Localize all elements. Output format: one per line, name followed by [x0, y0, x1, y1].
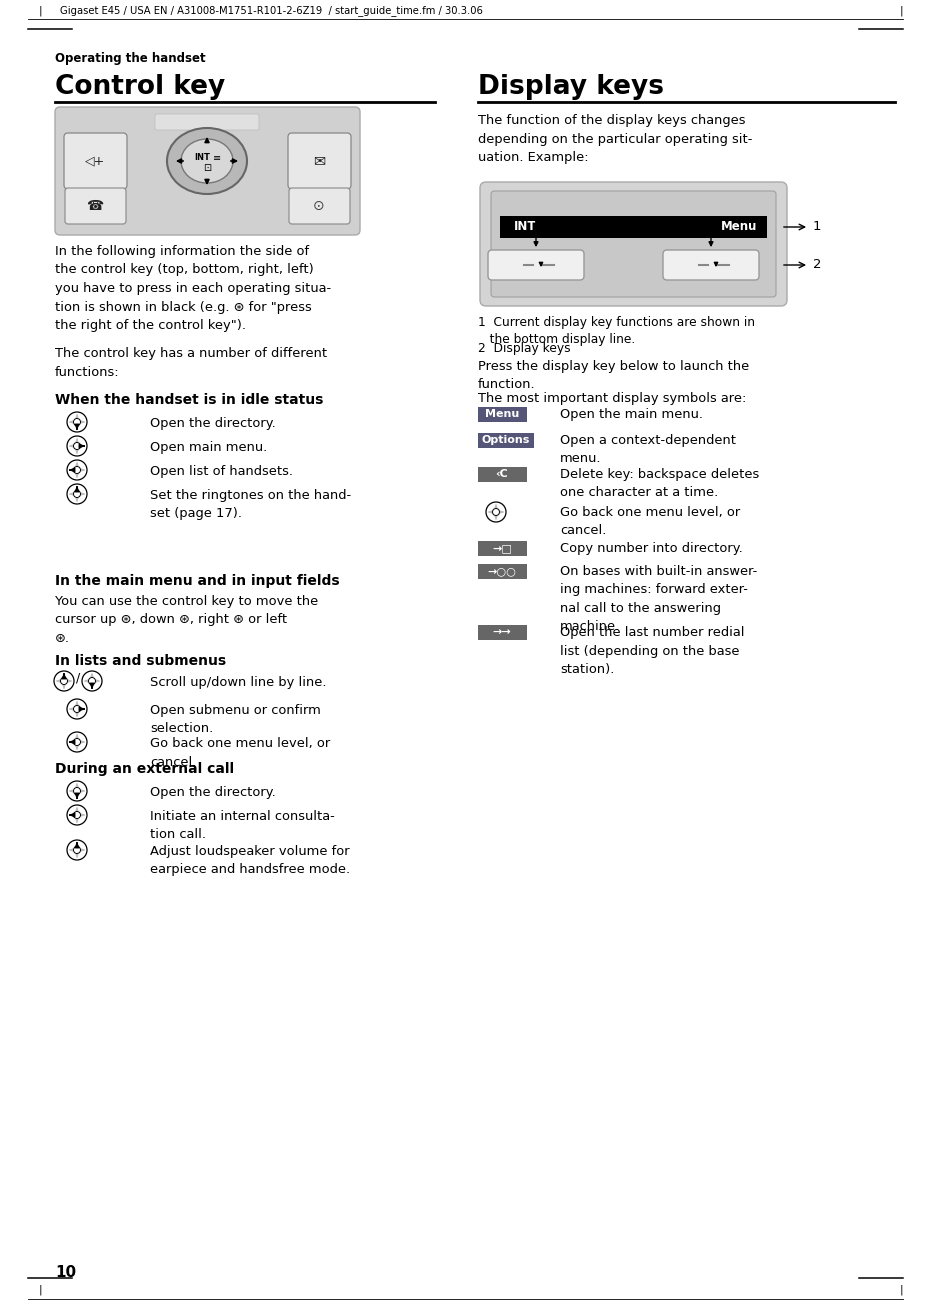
Text: 2  Display keys: 2 Display keys [478, 342, 571, 355]
Text: Open the main menu.: Open the main menu. [560, 409, 703, 422]
FancyBboxPatch shape [478, 432, 534, 448]
Text: |: | [899, 1285, 903, 1296]
Text: Adjust loudspeaker volume for
earpiece and handsfree mode.: Adjust loudspeaker volume for earpiece a… [150, 846, 350, 877]
Text: When the handset is in idle status: When the handset is in idle status [55, 393, 324, 407]
Text: →□: →□ [492, 543, 512, 553]
Text: During an external call: During an external call [55, 762, 234, 775]
Text: INT: INT [514, 220, 536, 233]
Text: In lists and submenus: In lists and submenus [55, 654, 226, 667]
Text: The control key has a number of different
functions:: The control key has a number of differen… [55, 347, 327, 379]
Text: Open the directory.: Open the directory. [150, 418, 276, 431]
Text: INT: INT [194, 154, 210, 163]
FancyBboxPatch shape [65, 189, 126, 224]
Text: Open main menu.: Open main menu. [150, 441, 267, 454]
Text: Open list of handsets.: Open list of handsets. [150, 464, 293, 477]
FancyBboxPatch shape [55, 107, 360, 235]
FancyBboxPatch shape [478, 406, 526, 422]
Text: Open the directory.: Open the directory. [150, 786, 276, 799]
Ellipse shape [181, 139, 233, 183]
Text: →○○: →○○ [488, 566, 517, 576]
Text: Operating the handset: Operating the handset [55, 52, 205, 65]
FancyBboxPatch shape [478, 624, 526, 640]
Text: →→: →→ [493, 627, 511, 637]
Text: ≡: ≡ [213, 154, 221, 163]
Text: ⊙: ⊙ [313, 199, 325, 213]
Text: Control key: Control key [55, 74, 225, 100]
Text: 10: 10 [55, 1265, 77, 1280]
Text: Gigaset E45 / USA EN / A31008-M1751-R101-2-6Z19  / start_guide_time.fm / 30.3.06: Gigaset E45 / USA EN / A31008-M1751-R101… [60, 5, 483, 17]
Text: ◁+: ◁+ [85, 155, 105, 168]
Text: Menu: Menu [721, 220, 758, 233]
Text: Set the ringtones on the hand-
set (page 17).: Set the ringtones on the hand- set (page… [150, 489, 351, 520]
Text: Menu: Menu [485, 409, 519, 419]
FancyBboxPatch shape [478, 467, 526, 481]
Text: The most important display symbols are:: The most important display symbols are: [478, 392, 746, 405]
FancyBboxPatch shape [478, 540, 526, 556]
Text: Open the last number redial
list (depending on the base
station).: Open the last number redial list (depend… [560, 626, 745, 677]
Text: |: | [38, 1285, 42, 1296]
Text: Scroll up/down line by line.: Scroll up/down line by line. [150, 677, 327, 690]
Text: ☎: ☎ [87, 199, 104, 213]
Text: Open a context-dependent
menu.: Open a context-dependent menu. [560, 435, 736, 466]
Text: Copy number into directory.: Copy number into directory. [560, 543, 743, 556]
Text: 1: 1 [813, 220, 821, 233]
Text: Go back one menu level, or
cancel.: Go back one menu level, or cancel. [560, 506, 740, 537]
Text: In the main menu and in input fields: In the main menu and in input fields [55, 574, 340, 588]
Text: ✉: ✉ [313, 154, 325, 169]
FancyBboxPatch shape [288, 133, 351, 189]
Text: 2: 2 [813, 259, 821, 272]
Text: /: / [76, 671, 80, 684]
Text: The function of the display keys changes
depending on the particular operating s: The function of the display keys changes… [478, 114, 752, 164]
FancyBboxPatch shape [500, 216, 767, 238]
Text: Delete key: backspace deletes
one character at a time.: Delete key: backspace deletes one charac… [560, 468, 759, 500]
FancyBboxPatch shape [488, 250, 584, 280]
FancyBboxPatch shape [491, 191, 776, 297]
Text: You can use the control key to move the
cursor up ⊛, down ⊛, right ⊛ or left
⊛.: You can use the control key to move the … [55, 595, 318, 645]
FancyBboxPatch shape [480, 182, 787, 306]
Text: Initiate an internal consulta-
tion call.: Initiate an internal consulta- tion call… [150, 811, 335, 842]
FancyBboxPatch shape [289, 189, 350, 224]
Text: ⊡: ⊡ [203, 163, 211, 173]
Text: Press the display key below to launch the
function.: Press the display key below to launch th… [478, 360, 749, 392]
Text: ‹C: ‹C [495, 468, 508, 479]
Text: Options: Options [481, 435, 530, 445]
FancyBboxPatch shape [64, 133, 127, 189]
Text: Display keys: Display keys [478, 74, 664, 100]
Text: 1  Current display key functions are shown in
   the bottom display line.: 1 Current display key functions are show… [478, 316, 755, 346]
Text: On bases with built-in answer-
ing machines: forward exter-
nal call to the answ: On bases with built-in answer- ing machi… [560, 565, 758, 634]
Ellipse shape [167, 127, 247, 194]
FancyBboxPatch shape [155, 114, 259, 130]
Text: Go back one menu level, or
cancel.: Go back one menu level, or cancel. [150, 736, 330, 769]
FancyBboxPatch shape [663, 250, 759, 280]
Text: Open submenu or confirm
selection.: Open submenu or confirm selection. [150, 704, 321, 735]
Text: In the following information the side of
the control key (top, bottom, right, le: In the following information the side of… [55, 245, 331, 332]
FancyBboxPatch shape [478, 563, 526, 579]
Text: |: | [38, 5, 42, 16]
Text: |: | [899, 5, 903, 16]
